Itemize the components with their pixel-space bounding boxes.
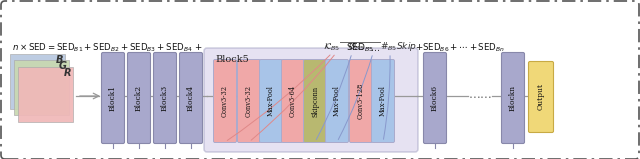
FancyBboxPatch shape [127, 52, 150, 144]
FancyBboxPatch shape [14, 60, 69, 115]
Text: $\mathcal{K}_{B5}$: $\mathcal{K}_{B5}$ [323, 41, 340, 53]
FancyBboxPatch shape [529, 62, 554, 132]
FancyBboxPatch shape [179, 52, 202, 144]
FancyBboxPatch shape [237, 59, 260, 142]
Text: $\mathrm{SED}_{B5}$: $\mathrm{SED}_{B5}$ [346, 41, 374, 53]
Text: B: B [56, 55, 63, 65]
FancyBboxPatch shape [259, 59, 282, 142]
FancyBboxPatch shape [303, 59, 326, 142]
FancyBboxPatch shape [18, 67, 73, 122]
Text: Block1: Block1 [109, 85, 117, 111]
Text: Block5: Block5 [215, 55, 249, 64]
Text: Output: Output [537, 83, 545, 111]
FancyBboxPatch shape [502, 52, 525, 144]
Text: G: G [59, 61, 67, 71]
Text: Conv3-32: Conv3-32 [221, 85, 229, 117]
Text: Max-Pool: Max-Pool [267, 86, 275, 116]
Text: Block4: Block4 [187, 85, 195, 111]
FancyBboxPatch shape [282, 59, 305, 142]
Text: $\mathcal{O}_{B5}$: $\mathcal{O}_{B5}$ [348, 41, 364, 53]
Text: $\#_{B5}$$\mathit{Skip}$: $\#_{B5}$$\mathit{Skip}$ [380, 40, 417, 53]
Text: $\cdots$: $\cdots$ [370, 44, 380, 53]
Text: Skipconn: Skipconn [311, 85, 319, 117]
Text: Max-Pool: Max-Pool [333, 86, 341, 116]
FancyBboxPatch shape [424, 52, 447, 144]
FancyBboxPatch shape [326, 59, 349, 142]
Text: Blockn: Blockn [509, 85, 517, 111]
FancyBboxPatch shape [214, 59, 237, 142]
FancyBboxPatch shape [371, 59, 394, 142]
Text: Block3: Block3 [161, 85, 169, 111]
Text: $+ \mathrm{SED}_{B6} + \cdots + \mathrm{SED}_{Bn}$: $+ \mathrm{SED}_{B6} + \cdots + \mathrm{… [415, 41, 505, 53]
FancyBboxPatch shape [102, 52, 125, 144]
Text: Conv3-32: Conv3-32 [245, 85, 253, 117]
Text: Block2: Block2 [135, 85, 143, 111]
Text: Max-Pool: Max-Pool [379, 86, 387, 116]
Text: Conv3-64: Conv3-64 [289, 85, 297, 117]
Text: Conv3-128: Conv3-128 [357, 83, 365, 119]
FancyBboxPatch shape [349, 59, 372, 142]
FancyBboxPatch shape [204, 48, 418, 152]
FancyBboxPatch shape [154, 52, 177, 144]
Text: Block6: Block6 [431, 85, 439, 111]
Text: R: R [63, 68, 71, 78]
Text: $n \times \mathrm{SED} = \mathrm{SED}_{B1} + \mathrm{SED}_{B2} + \mathrm{SED}_{B: $n \times \mathrm{SED} = \mathrm{SED}_{B… [12, 41, 203, 53]
FancyBboxPatch shape [10, 54, 65, 109]
Text: $\cdots\cdots$: $\cdots\cdots$ [468, 90, 492, 103]
